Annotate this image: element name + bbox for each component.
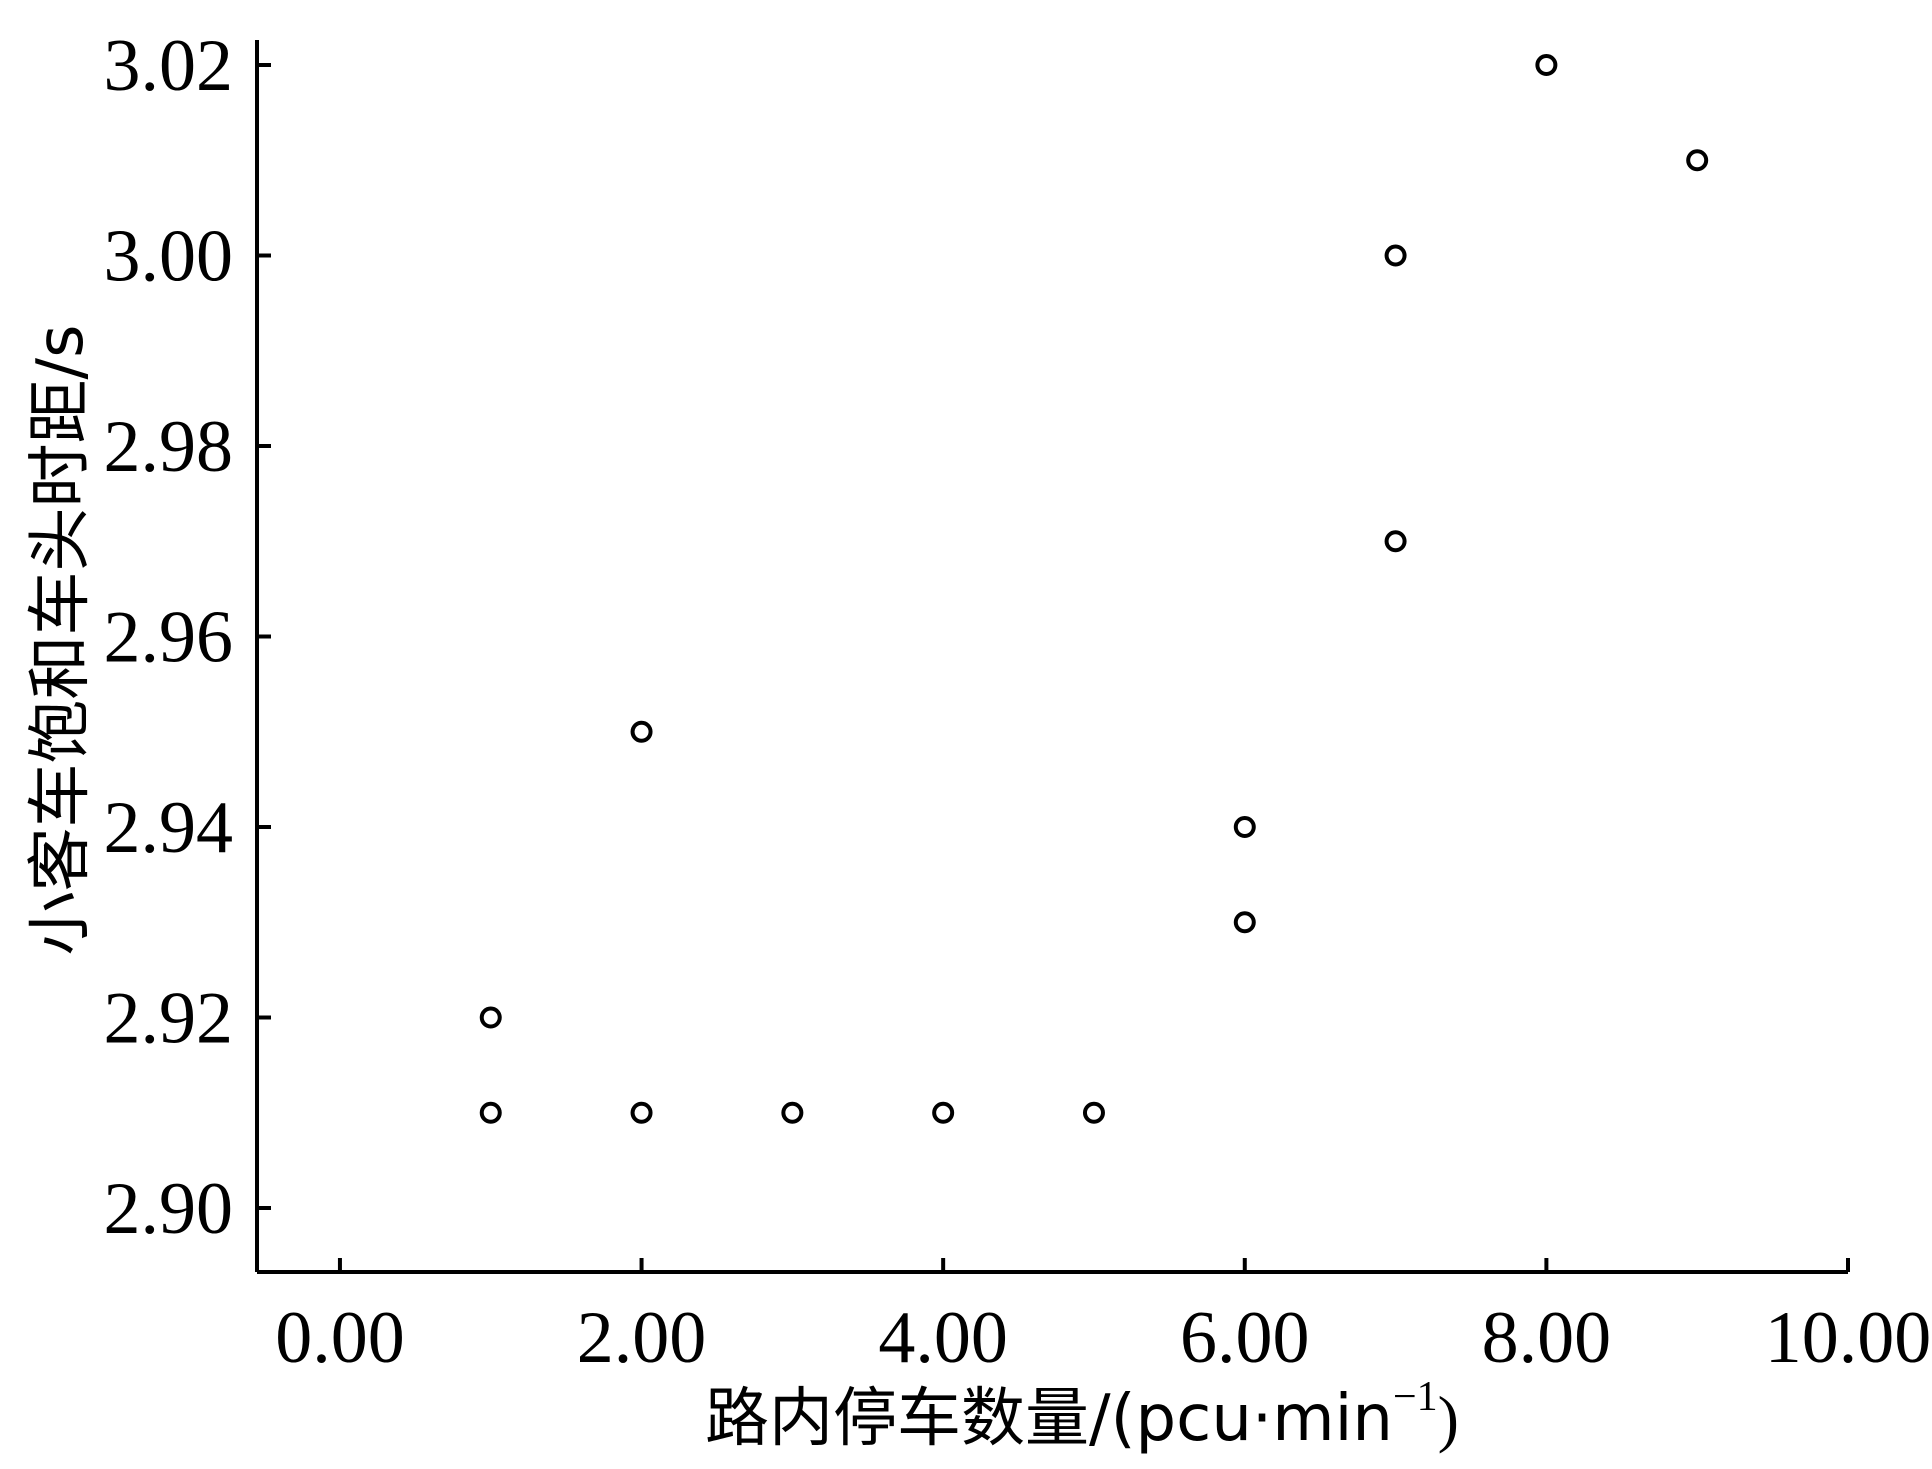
x-tick-label: 0.00 — [275, 1297, 405, 1379]
x-tick-label: 8.00 — [1482, 1297, 1612, 1379]
data-point — [479, 1101, 502, 1124]
data-point — [1686, 149, 1709, 172]
axes — [255, 40, 1848, 1274]
y-tick-label: 3.00 — [104, 216, 234, 298]
x-axis-title: 路内停车数量/(pcu·min−1) — [705, 1374, 1459, 1456]
x-tick-label: 2.00 — [577, 1297, 707, 1379]
x-tick-label: 10.00 — [1765, 1297, 1932, 1379]
data-point — [1233, 911, 1256, 934]
y-axis-title-text: 小客车饱和车头时距/s — [24, 325, 98, 956]
data-point — [1384, 244, 1407, 267]
data-point — [1082, 1101, 1105, 1124]
x-axis-title-text: 路内停车数量/(pcu·min — [705, 1382, 1393, 1456]
x-axis-title-suffix: ) — [1438, 1383, 1459, 1454]
y-tick-label: 2.94 — [104, 787, 234, 869]
data-point — [781, 1101, 804, 1124]
data-point — [630, 1101, 653, 1124]
data-point — [630, 720, 653, 743]
y-axis-ticks: 2.90 2.92 2.94 2.96 2.98 3.00 3.02 — [104, 25, 271, 1250]
x-tick-label: 4.00 — [878, 1297, 1008, 1379]
y-tick-label: 2.90 — [104, 1168, 234, 1250]
y-tick-label: 3.02 — [104, 25, 234, 107]
x-tick-label: 6.00 — [1180, 1297, 1310, 1379]
y-axis-title: 小客车饱和车头时距/s — [24, 325, 98, 956]
data-point — [932, 1101, 955, 1124]
data-point — [1233, 816, 1256, 838]
data-points — [479, 54, 1709, 1124]
y-tick-label: 2.98 — [104, 406, 234, 488]
data-point — [1535, 54, 1558, 76]
data-point — [1384, 530, 1407, 553]
data-point — [479, 1006, 502, 1029]
x-axis-title-superscript: −1 — [1393, 1374, 1438, 1420]
y-tick-label: 2.96 — [104, 597, 234, 679]
x-axis-ticks: 0.00 2.00 4.00 6.00 8.00 10.00 — [275, 1258, 1931, 1379]
y-tick-label: 2.92 — [104, 978, 234, 1060]
